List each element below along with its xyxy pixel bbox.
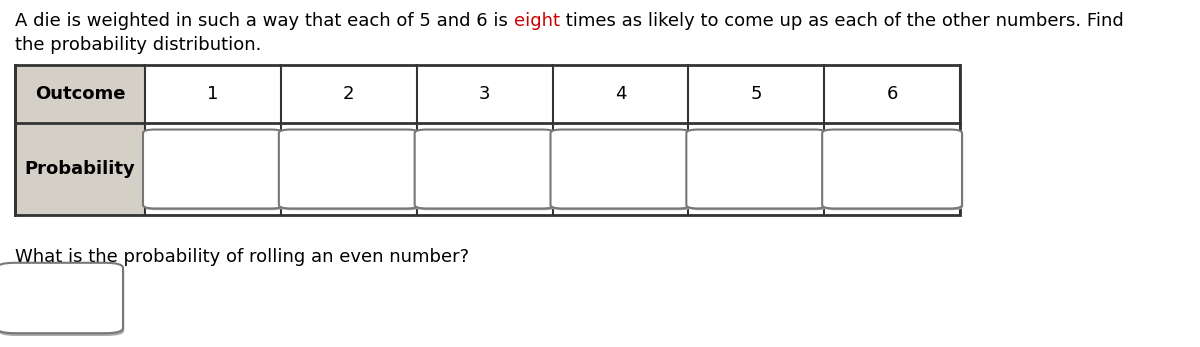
Text: 2: 2 [343, 85, 354, 103]
Text: the probability distribution.: the probability distribution. [14, 36, 262, 54]
Text: Outcome: Outcome [35, 85, 125, 103]
Text: 6: 6 [887, 85, 898, 103]
Text: eight: eight [514, 12, 559, 30]
Text: 1: 1 [208, 85, 218, 103]
Text: 3: 3 [479, 85, 491, 103]
Text: What is the probability of rolling an even number?: What is the probability of rolling an ev… [14, 248, 469, 266]
Text: 4: 4 [614, 85, 626, 103]
Text: times as likely to come up as each of the other numbers. Find: times as likely to come up as each of th… [559, 12, 1123, 30]
Text: A die is weighted in such a way that each of 5 and 6 is: A die is weighted in such a way that eac… [14, 12, 514, 30]
Text: Probability: Probability [25, 160, 136, 178]
Text: 5: 5 [750, 85, 762, 103]
